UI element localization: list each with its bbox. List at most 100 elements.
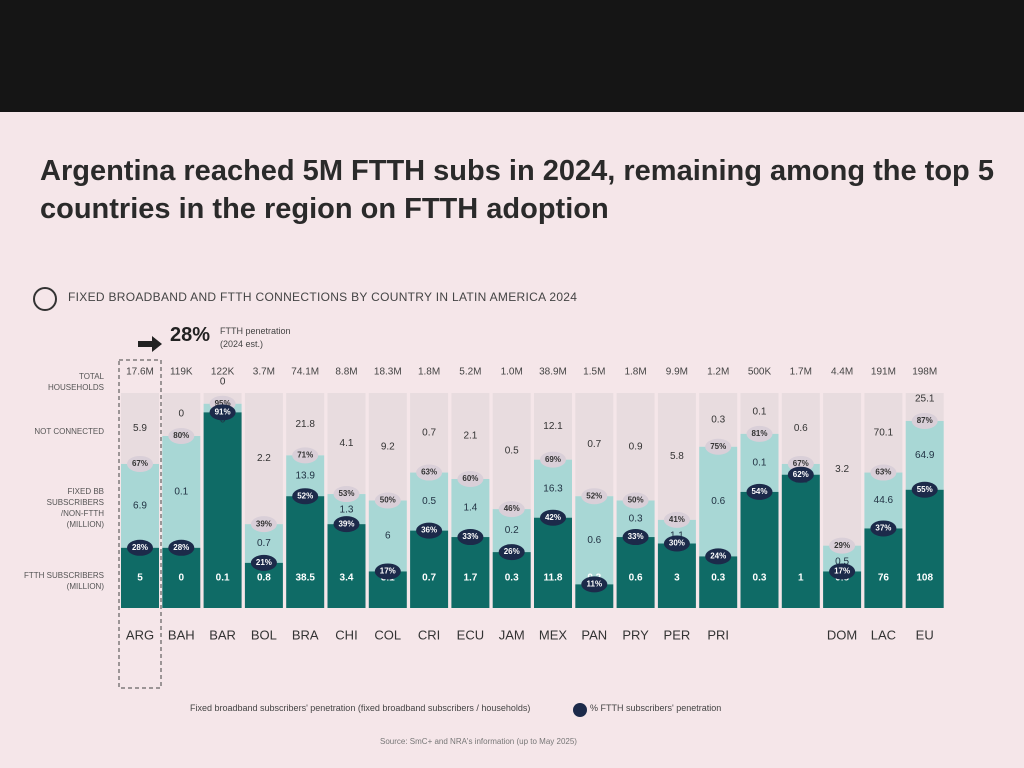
not-connected-value: 21.8 bbox=[295, 419, 315, 430]
household-label: 17.6M bbox=[126, 367, 154, 378]
ftth-value: 5 bbox=[137, 573, 143, 584]
x-tick-label: PRY bbox=[622, 627, 649, 642]
ftth-value: 1.7 bbox=[463, 573, 477, 584]
ftth-pct-label: 54% bbox=[751, 487, 767, 496]
highlight-box bbox=[118, 359, 162, 689]
penetration-value: 28% bbox=[170, 324, 211, 346]
ftth-value: 38.5 bbox=[295, 573, 315, 584]
ftth-pct-label: 11% bbox=[587, 579, 603, 588]
fixed-pct-label: 81% bbox=[751, 429, 767, 438]
non-ftth-segment bbox=[121, 463, 159, 548]
household-label: 1.8M bbox=[418, 367, 440, 378]
household-label: 3.7M bbox=[253, 367, 275, 378]
household-label: 74.1M bbox=[291, 367, 319, 378]
not-connected-value: 70.1 bbox=[874, 427, 894, 438]
fixed-pct-badge bbox=[250, 516, 277, 533]
ftth-value: 0.8 bbox=[257, 573, 271, 584]
ftth-pct-label: 36% bbox=[421, 526, 437, 535]
fixed-pct-label: 50% bbox=[628, 496, 644, 505]
fixed-pct-badge bbox=[127, 455, 153, 472]
ftth-pct-label: 42% bbox=[545, 513, 561, 522]
ftth-pct-label: 55% bbox=[917, 485, 933, 494]
not-connected-value: 0 bbox=[179, 409, 185, 420]
household-label: 18.3M bbox=[374, 367, 402, 378]
ftth-pct-badge bbox=[911, 481, 938, 498]
row-label: FIXED BB SUBSCRIBERS /NON-FTTH (MILLION) bbox=[46, 487, 104, 529]
ftth-pct-badge bbox=[416, 522, 443, 539]
non-ftth-value: 1.4 bbox=[463, 503, 477, 514]
x-tick-label: MEX bbox=[539, 627, 568, 642]
not-connected-value: 2.2 bbox=[257, 453, 271, 464]
ftth-value: 0.3 bbox=[753, 573, 767, 584]
non-ftth-segment bbox=[451, 479, 490, 538]
household-label: 119K bbox=[170, 367, 193, 378]
fixed-pct-label: 80% bbox=[173, 431, 189, 440]
household-label: 1.7M bbox=[790, 367, 812, 378]
household-label: 5.2M bbox=[459, 367, 481, 378]
non-ftth-segment bbox=[740, 433, 779, 492]
non-ftth-value: 6.9 bbox=[133, 501, 147, 512]
x-tick-label: PAN bbox=[581, 627, 607, 642]
ftth-value: 76 bbox=[878, 573, 890, 584]
ftth-pct-badge bbox=[787, 466, 814, 483]
fixed-pct-label: 95% bbox=[215, 399, 231, 408]
fixed-pct-badge bbox=[829, 537, 856, 554]
x-tick-label: EU bbox=[916, 627, 934, 642]
household-label: 191M bbox=[871, 367, 896, 378]
non-ftth-segment bbox=[905, 420, 944, 490]
household-label: 198M bbox=[912, 367, 937, 378]
fixed-pct-label: 46% bbox=[504, 504, 520, 513]
household-label: 8.8M bbox=[335, 367, 357, 378]
ftth-value: 108 bbox=[916, 573, 933, 584]
non-ftth-segment bbox=[699, 446, 738, 557]
non-ftth-value: 0.5 bbox=[835, 556, 849, 567]
fixed-pct-badge bbox=[746, 425, 773, 442]
ftth-pct-label: 28% bbox=[132, 543, 148, 552]
not-connected-segment bbox=[327, 393, 366, 495]
ftth-pct-badge bbox=[705, 548, 732, 565]
ftth-segment bbox=[575, 584, 614, 608]
fixed-pct-label: 63% bbox=[421, 468, 437, 477]
ftth-pct-label: 26% bbox=[504, 547, 520, 556]
non-ftth-segment bbox=[368, 500, 407, 572]
not-connected-segment bbox=[121, 393, 159, 464]
x-tick-label: LAC bbox=[871, 627, 896, 642]
row-label: FTTH SUBSCRIBERS (MILLION) bbox=[24, 571, 105, 591]
ftth-pct-label: 52% bbox=[297, 491, 313, 500]
legend-swatch bbox=[573, 703, 587, 717]
ftth-pct-label: 33% bbox=[628, 532, 644, 541]
not-connected-value: 2.1 bbox=[463, 431, 477, 442]
x-tick-label: BAH bbox=[168, 627, 195, 642]
not-connected-value: 0.9 bbox=[629, 441, 643, 452]
ftth-pct-label: 37% bbox=[875, 524, 891, 533]
ftth-pct-badge bbox=[498, 544, 525, 561]
fixed-pct-label: 87% bbox=[917, 416, 933, 425]
non-ftth-value: 64.9 bbox=[915, 450, 935, 461]
ftth-segment bbox=[905, 489, 944, 608]
x-tick-label: CHI bbox=[335, 627, 357, 642]
ftth-segment bbox=[657, 543, 696, 608]
not-connected-value: 0.5 bbox=[505, 446, 519, 457]
non-ftth-value: 13.9 bbox=[295, 470, 315, 481]
chart-heading: FIXED BROADBAND AND FTTH CONNECTIONS BY … bbox=[68, 290, 578, 304]
ftth-pct-badge bbox=[540, 509, 566, 526]
x-tick-label: JAM bbox=[499, 627, 525, 642]
penetration-note: (2024 est.) bbox=[220, 339, 264, 349]
not-connected-segment bbox=[244, 393, 283, 525]
not-connected-value: 0.6 bbox=[794, 423, 808, 434]
ftth-segment bbox=[451, 537, 490, 608]
fixed-pct-label: 67% bbox=[132, 459, 148, 468]
ftth-pct-label: 33% bbox=[462, 532, 478, 541]
ftth-segment bbox=[286, 496, 325, 608]
ftth-segment bbox=[534, 517, 572, 608]
fixed-pct-badge bbox=[292, 447, 319, 464]
non-ftth-value: 0.6 bbox=[587, 535, 601, 546]
non-ftth-value: 6 bbox=[385, 531, 391, 542]
non-ftth-segment bbox=[864, 472, 903, 529]
x-tick-label: ARG bbox=[126, 627, 154, 642]
household-label: 1.0M bbox=[501, 367, 523, 378]
ftth-pct-badge bbox=[663, 535, 690, 552]
fixed-pct-badge bbox=[581, 488, 608, 505]
ftth-pct-badge bbox=[374, 563, 401, 580]
fixed-pct-badge bbox=[622, 492, 649, 509]
